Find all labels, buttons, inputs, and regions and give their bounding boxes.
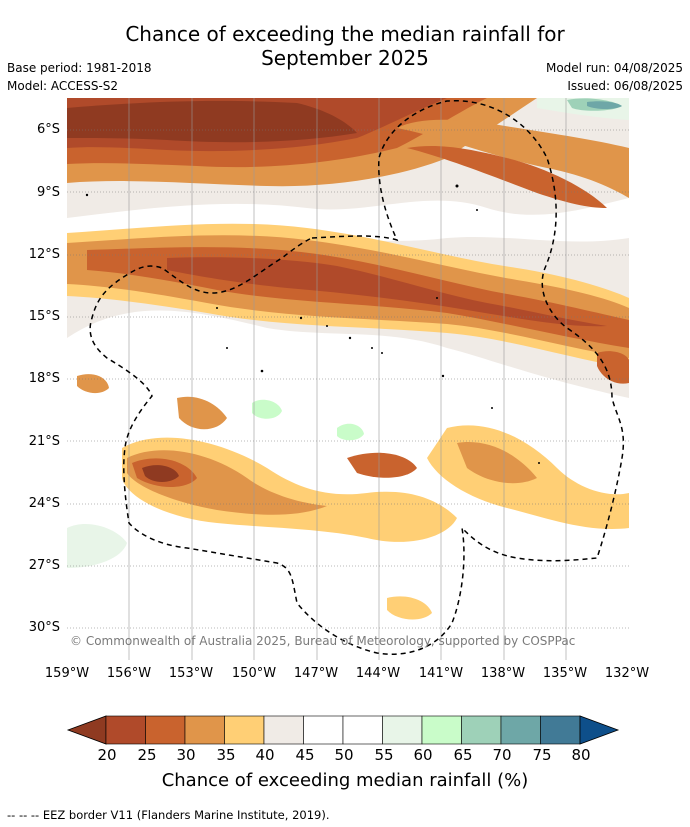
lat-label: 12°S (28, 247, 60, 262)
lat-label: 21°S (28, 434, 60, 449)
copyright-notice: © Commonwealth of Australia 2025, Bureau… (70, 634, 575, 648)
dry-band-mid-core (167, 257, 607, 327)
colorbar-cell (342, 715, 383, 745)
colorbar-cell (303, 715, 344, 745)
dry-blob-se (457, 442, 537, 484)
meridians (128, 98, 567, 660)
colorbar-tick: 50 (334, 746, 354, 764)
colorbar-cell (461, 715, 502, 745)
meta-right: Model run: 04/08/2025 Issued: 06/08/2025 (546, 59, 683, 95)
lat-label: 24°S (28, 496, 60, 511)
lon-label: 150°W (231, 666, 277, 681)
colorbar-cell (382, 715, 423, 745)
dry-blob-center (347, 452, 417, 478)
colorbar-tick: 20 (97, 746, 117, 764)
colorbar-tick: 30 (176, 746, 196, 764)
title-line-1: Chance of exceeding the median rainfall … (125, 22, 565, 46)
model-name: Model: ACCESS-S2 (7, 79, 119, 93)
colorbar (66, 715, 620, 745)
colorbar-extend-high (579, 715, 620, 745)
colorbar-cell (184, 715, 225, 745)
lon-label: 141°W (418, 666, 464, 681)
dry-blob-small-1 (177, 396, 227, 430)
meta-left: Base period: 1981-2018 Model: ACCESS-S2 (7, 59, 152, 95)
eez-border (89, 99, 625, 655)
white-region-south (67, 310, 629, 660)
green-patch-west (67, 523, 127, 568)
colorbar-tick: 65 (453, 746, 473, 764)
colorbar-extend-low (66, 715, 107, 745)
map-title: Chance of exceeding the median rainfall … (0, 22, 690, 70)
colorbar-tick: 70 (492, 746, 512, 764)
colorbar-cell (421, 715, 462, 745)
colorbar-cell (500, 715, 541, 745)
green-patch-1 (252, 399, 282, 419)
colorbar-cell (145, 715, 186, 745)
lat-label: 15°S (28, 309, 60, 324)
colorbar-cells (66, 715, 620, 745)
colorbar-tick: 60 (413, 746, 433, 764)
colorbar-tick: 55 (374, 746, 394, 764)
graticule (67, 129, 629, 629)
lon-label: 156°W (106, 666, 152, 681)
model-run: Model run: 04/08/2025 (545, 61, 683, 75)
blue-patch-north (587, 101, 622, 109)
lat-label: 30°S (28, 620, 60, 635)
lon-label: 147°W (293, 666, 339, 681)
colorbar-tick: 25 (137, 746, 157, 764)
colorbar-cell (105, 715, 146, 745)
lon-label: 138°W (480, 666, 526, 681)
lon-label: 132°W (604, 666, 650, 681)
dry-band-ne-inner (407, 146, 607, 208)
lon-label: 135°W (542, 666, 588, 681)
lon-label: 144°W (355, 666, 401, 681)
lon-label: 153°W (168, 666, 214, 681)
dry-blob-sw-core (142, 465, 179, 482)
lon-label: 159°W (44, 666, 90, 681)
colorbar-cell (263, 715, 304, 745)
colorbar-tick: 75 (532, 746, 552, 764)
colorbar-label: Chance of exceeding median rainfall (%) (161, 770, 529, 791)
dry-blob-small-2 (387, 596, 432, 620)
dry-band-ne (397, 119, 629, 198)
colorbar-tick: 45 (295, 746, 315, 764)
issued-date: Issued: 06/08/2025 (567, 79, 683, 93)
colorbar-cell (540, 715, 581, 745)
dry-blob-east (597, 351, 629, 384)
lat-label: 6°S (36, 122, 60, 137)
base-period: Base period: 1981-2018 (7, 61, 152, 75)
green-patch-2 (337, 423, 364, 441)
eez-legend-footer: -- -- -- EEZ border V11 (Flanders Marine… (7, 808, 330, 822)
colorbar-tick: 35 (216, 746, 236, 764)
islands (85, 184, 540, 464)
title-line-2: September 2025 (261, 46, 429, 70)
lat-label: 18°S (28, 371, 60, 386)
rainfall-map: © Commonwealth of Australia 2025, Bureau… (67, 98, 629, 660)
dry-band-north-core (67, 100, 357, 143)
lat-label: 27°S (28, 558, 60, 573)
colorbar-tick: 80 (571, 746, 591, 764)
lat-label: 9°S (36, 185, 60, 200)
colorbar-cell (224, 715, 265, 745)
colorbar-tick: 40 (255, 746, 275, 764)
